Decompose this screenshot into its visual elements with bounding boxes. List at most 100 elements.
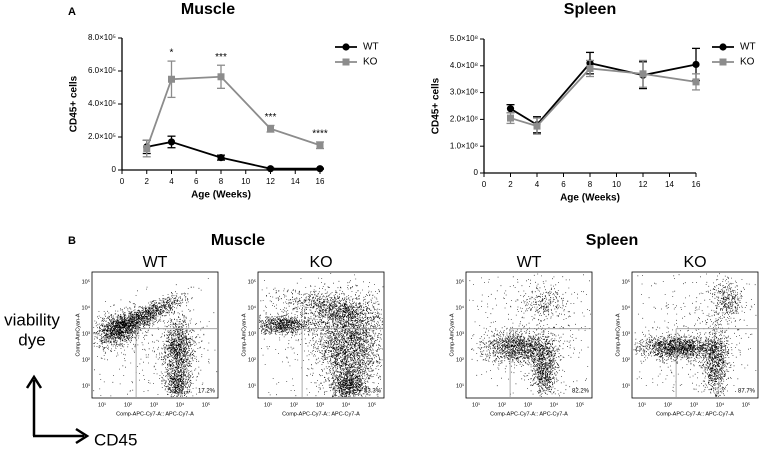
y-tick-label: 8.0×10⁵ xyxy=(88,33,116,42)
y-tick-label: 4.0×10⁵ xyxy=(88,99,116,108)
y-axis-label: CD45+ cells xyxy=(69,75,80,132)
flow-x-tick: 10³ xyxy=(524,402,532,408)
flow-x-label: Comp-APC-Cy7-A:: APC-Cy7-A xyxy=(116,411,194,417)
flow-y-label: Comp-AmCyan-A xyxy=(75,313,81,356)
x-tick-label: 0 xyxy=(120,177,125,186)
flow-y-tick: 10⁴ xyxy=(622,304,631,311)
marker xyxy=(639,70,647,78)
plot-label: KO xyxy=(309,254,332,271)
y-tick-label: 6.0×10⁵ xyxy=(88,66,116,75)
legend-marker xyxy=(342,43,350,51)
flow-x-tick: 10⁴ xyxy=(550,401,559,408)
plot-frame xyxy=(91,271,219,399)
x-tick-label: 10 xyxy=(612,180,621,189)
legend-marker xyxy=(342,58,350,66)
flow-y-label: Comp-AmCyan-A xyxy=(241,313,247,356)
y-tick-label: 5.0×10⁸ xyxy=(450,34,478,43)
marker xyxy=(316,165,324,173)
flow-x-tick: 10¹ xyxy=(264,402,272,408)
plot-label: KO xyxy=(683,254,706,271)
x-tick-label: 6 xyxy=(194,177,199,186)
x-arrow-label: CD45 xyxy=(94,430,137,449)
flow-x-label: Comp-APC-Cy7-A:: APC-Cy7-A xyxy=(490,411,568,417)
panel-label: B xyxy=(68,235,76,247)
marker xyxy=(692,60,700,69)
significance: * xyxy=(170,48,174,59)
marker xyxy=(507,114,514,122)
gate-percent: 87.7% xyxy=(738,389,756,395)
flow-x-tick: 10² xyxy=(498,402,506,408)
flow-y-tick: 10² xyxy=(248,357,256,363)
flow-y-tick: 10² xyxy=(456,357,464,363)
x-tick-label: 8 xyxy=(588,180,593,189)
flow-x-tick: 10² xyxy=(124,402,132,408)
gate-percent: 82.2% xyxy=(572,389,590,395)
legend-label: WT xyxy=(363,42,379,53)
x-tick-label: 4 xyxy=(169,177,174,186)
chart-title: Muscle xyxy=(181,1,235,18)
marker xyxy=(267,125,274,133)
flow-x-tick: 10² xyxy=(290,402,298,408)
x-axis-label: Age (Weeks) xyxy=(560,193,620,204)
y-tick-label: 2.0×10⁵ xyxy=(88,132,116,141)
x-tick-label: 12 xyxy=(639,180,648,189)
marker xyxy=(316,141,324,149)
flow-y-tick: 10⁵ xyxy=(456,278,464,285)
significance: *** xyxy=(215,52,227,63)
gate-percent: 17.2% xyxy=(198,389,216,395)
y-tick-label: 2.0×10⁸ xyxy=(450,115,478,124)
flow-y-tick: 10⁴ xyxy=(456,304,465,311)
y-arrow-label: dye xyxy=(18,330,45,349)
flow-y-tick: 10⁵ xyxy=(248,278,256,285)
y-tick-label: 4.0×10⁸ xyxy=(450,61,478,70)
flow-x-tick: 10⁴ xyxy=(176,401,185,408)
flow-x-tick: 10⁴ xyxy=(342,401,351,408)
x-tick-label: 10 xyxy=(241,177,250,186)
x-tick-label: 2 xyxy=(508,180,513,189)
event-dots xyxy=(633,273,757,397)
plot-frame xyxy=(257,271,385,399)
flow-y-label: Comp-AmCyan-A xyxy=(615,313,621,356)
marker xyxy=(692,78,700,86)
flow-y-tick: 10¹ xyxy=(622,383,630,389)
x-tick-label: 12 xyxy=(266,177,275,186)
gate-percent: 83.3% xyxy=(364,389,382,395)
x-tick-label: 8 xyxy=(219,177,224,186)
flow-y-tick: 10⁴ xyxy=(248,304,257,311)
marker xyxy=(217,154,225,162)
flow-x-tick: 10⁵ xyxy=(202,401,210,408)
x-axis-label: Age (Weeks) xyxy=(191,190,251,201)
x-tick-label: 16 xyxy=(316,177,325,186)
plot-label: WT xyxy=(143,254,168,271)
series-line xyxy=(145,75,321,149)
legend-label: KO xyxy=(740,57,755,68)
event-dots xyxy=(93,278,218,398)
flow-x-tick: 10⁴ xyxy=(716,401,725,408)
flow-y-tick: 10³ xyxy=(622,331,630,337)
marker xyxy=(586,64,594,72)
y-axis-label: CD45+ cells xyxy=(431,77,442,134)
plot-frame xyxy=(631,271,759,399)
group-title: Spleen xyxy=(586,232,638,249)
legend-marker xyxy=(719,43,727,51)
y-tick-label: 0 xyxy=(474,168,479,177)
flow-y-tick: 10³ xyxy=(456,331,464,337)
flow-x-tick: 10³ xyxy=(690,402,698,408)
flow-y-tick: 10⁵ xyxy=(82,278,90,285)
flow-y-tick: 10³ xyxy=(82,331,90,337)
y-tick-label: 1.0×10⁸ xyxy=(450,141,478,150)
flow-y-tick: 10² xyxy=(622,357,630,363)
flow-x-tick: 10² xyxy=(664,402,672,408)
flow-x-tick: 10¹ xyxy=(638,402,646,408)
event-dots xyxy=(259,273,384,398)
flow-x-label: Comp-APC-Cy7-A:: APC-Cy7-A xyxy=(282,411,360,417)
marker xyxy=(533,122,541,130)
flow-y-tick: 10² xyxy=(82,357,90,363)
flow-y-tick: 10¹ xyxy=(248,383,256,389)
flow-x-tick: 10³ xyxy=(150,402,158,408)
significance: **** xyxy=(312,129,328,140)
legend-marker xyxy=(719,58,727,66)
event-dots xyxy=(469,273,591,397)
x-tick-label: 6 xyxy=(561,180,566,189)
